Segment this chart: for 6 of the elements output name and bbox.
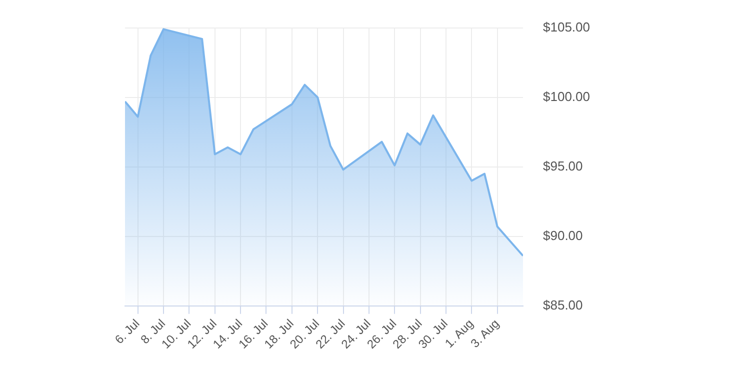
y-tick-label: $100.00 [543, 88, 590, 104]
y-tick-label: $90.00 [543, 228, 583, 243]
y-tick-label: $105.00 [543, 19, 590, 34]
y-tick-label: $95.00 [543, 158, 583, 174]
x-tick-label: 6. Jul [112, 316, 142, 347]
y-tick-label: $85.00 [543, 297, 583, 312]
